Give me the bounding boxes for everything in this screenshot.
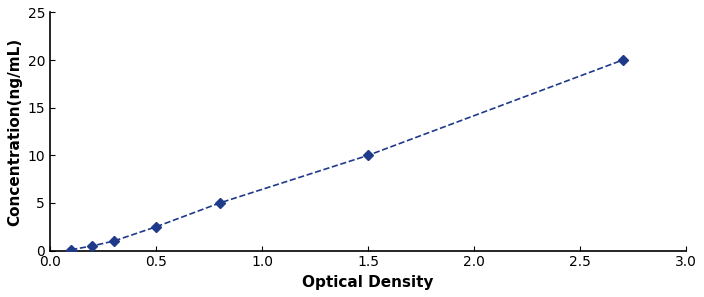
Y-axis label: Concentration(ng/mL): Concentration(ng/mL) bbox=[7, 37, 22, 226]
X-axis label: Optical Density: Optical Density bbox=[302, 275, 434, 290]
